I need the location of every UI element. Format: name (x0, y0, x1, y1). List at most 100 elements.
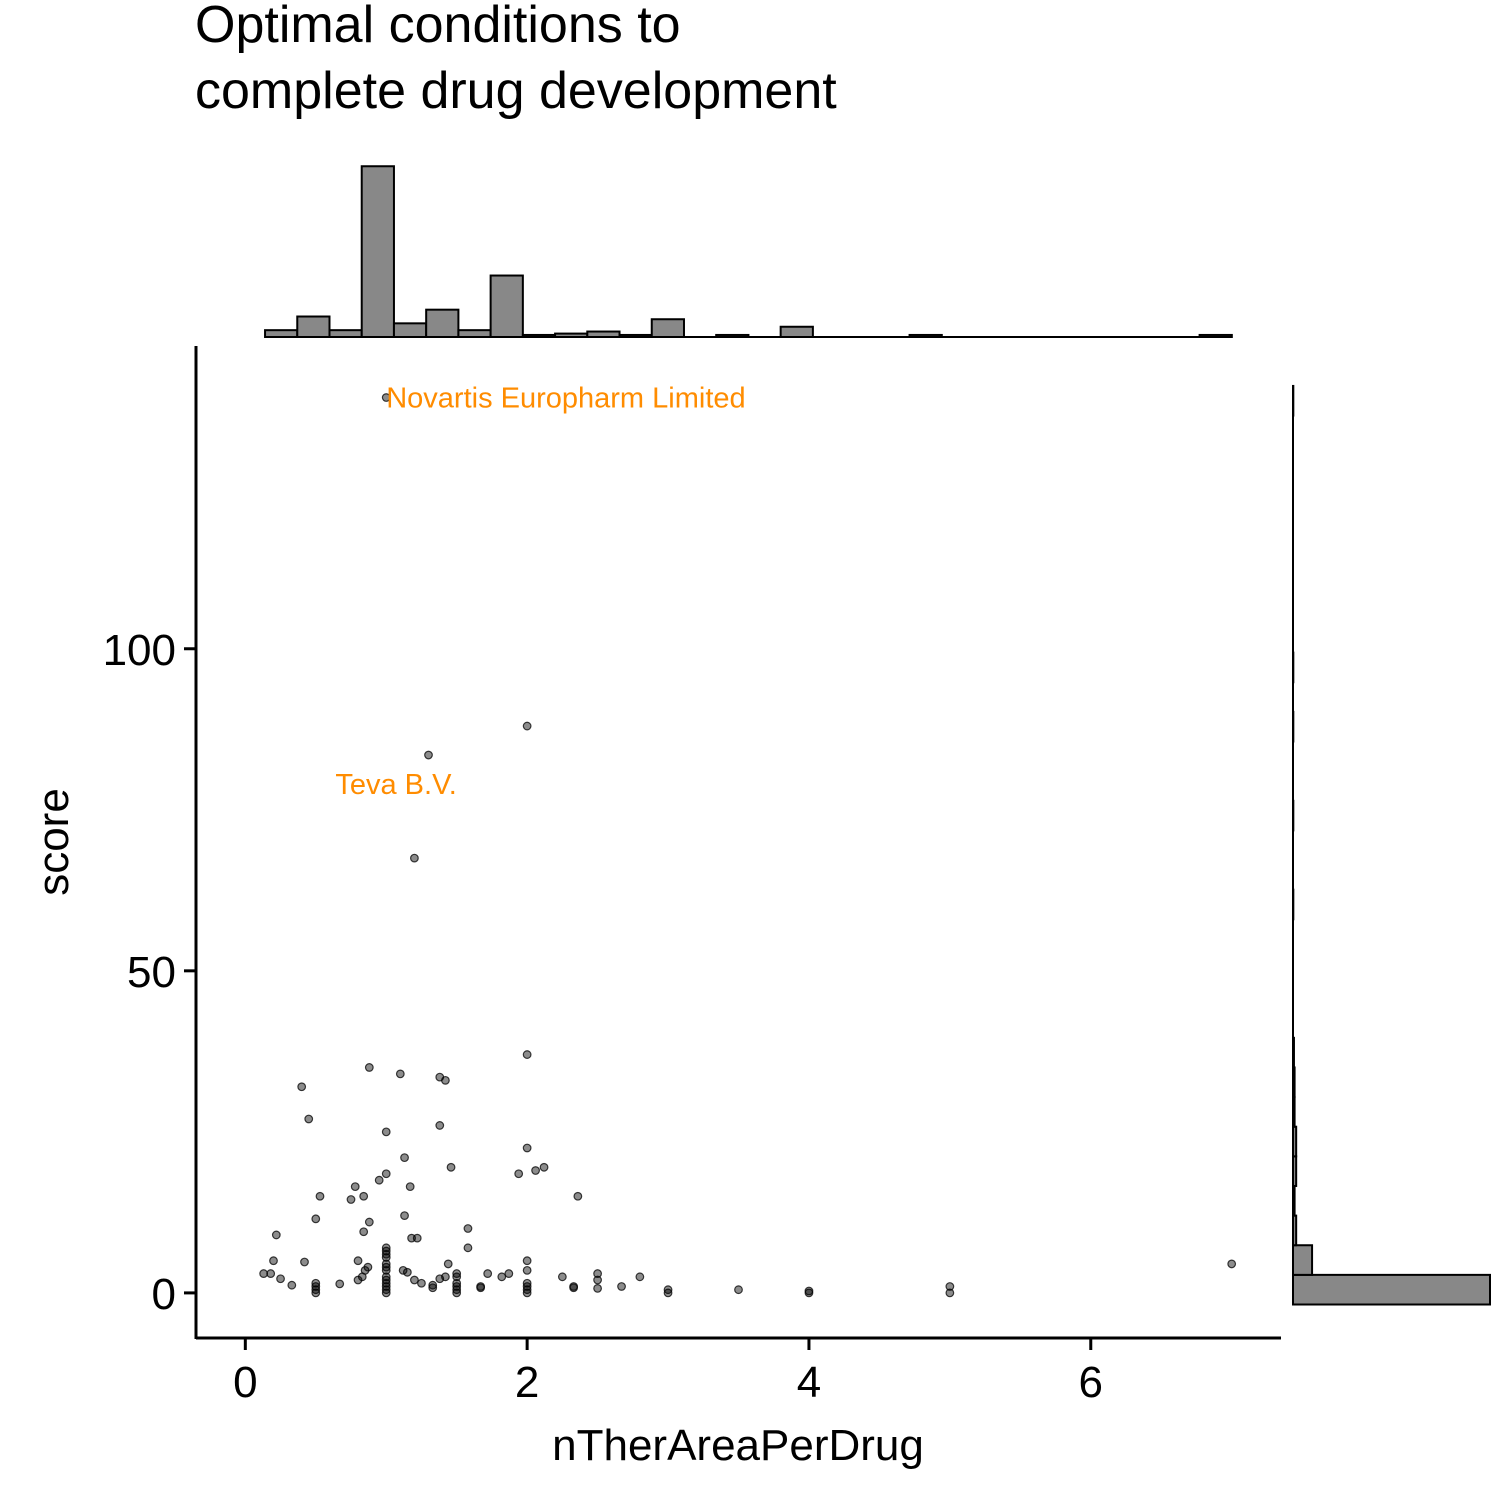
marginal-y-bar (1292, 1125, 1298, 1158)
scatter-point (663, 1288, 673, 1298)
scatter-point (412, 1233, 422, 1243)
scatter-points (259, 393, 1237, 1298)
marginal-x-bar (521, 333, 557, 339)
scatter-point (593, 1269, 602, 1278)
scatter-point (311, 1214, 321, 1224)
marginal-x-bar (1198, 333, 1233, 339)
scatter-point (381, 1169, 391, 1179)
scatter-point (476, 1283, 486, 1293)
scatter-point (359, 1191, 369, 1201)
annotations: Novartis Europharm Limited Teva B.V. (335, 383, 745, 801)
scatter-point (287, 1280, 297, 1290)
marginal-x-bar (554, 332, 589, 338)
scatter-point (569, 1283, 579, 1293)
y-tick-label: 50 (127, 948, 176, 997)
scatter-point (463, 1243, 473, 1253)
y-ticks: 0 50 100 (103, 626, 196, 1319)
scatter-point (350, 1182, 360, 1192)
scatter-point (381, 1288, 391, 1298)
y-tick-label: 0 (152, 1270, 176, 1319)
scatter-point (266, 1269, 276, 1278)
scatter-point (428, 1280, 438, 1290)
marginal-y-bar (1292, 1184, 1296, 1217)
marginal-x-bar (715, 333, 750, 339)
scatter-point (945, 1282, 955, 1291)
marginal-x-bar (457, 329, 492, 338)
scatter-point (359, 1227, 369, 1237)
marginal-x-bar (296, 315, 331, 338)
marginal-x-bar (779, 325, 814, 339)
x-tick-label: 2 (515, 1358, 539, 1407)
scatter-point (410, 1275, 419, 1285)
scatter-point (514, 1169, 524, 1179)
scatter-point (381, 1265, 391, 1275)
scatter-point (400, 1153, 409, 1163)
scatter-point (297, 1082, 307, 1092)
scatter-point (804, 1286, 814, 1296)
marginal-y-bar (1292, 1244, 1314, 1276)
axes: 0 2 4 6 0 50 100 (103, 346, 1281, 1407)
scatter-point (381, 1253, 391, 1262)
x-tick-label: 6 (1079, 1358, 1103, 1407)
scatter-point (405, 1182, 415, 1192)
marginal-x-histogram (264, 165, 1233, 339)
scatter-point (945, 1288, 955, 1298)
scatter-point (346, 1195, 356, 1204)
scatter-point (357, 1272, 367, 1282)
marginal-x-bar (425, 308, 460, 339)
scatter-point (522, 1288, 532, 1298)
marginal-y-bar (1292, 1036, 1295, 1069)
x-tick-label: 4 (797, 1358, 821, 1407)
scatter-point (364, 1063, 374, 1072)
y-axis-label: score (29, 788, 78, 896)
scatter-point (522, 721, 532, 731)
scatter-point (522, 1050, 532, 1059)
x-tick-label: 0 (233, 1358, 257, 1407)
scatter-point (452, 1272, 462, 1282)
marginal-y-bar (1292, 1273, 1491, 1306)
scatter-point (374, 1175, 384, 1185)
scatter-point (400, 1211, 409, 1221)
scatter-point (522, 1265, 532, 1275)
scatter-point (1227, 1259, 1237, 1269)
scatter-point (617, 1282, 626, 1291)
scatter-point (573, 1191, 583, 1201)
marginal-x-bar (618, 333, 653, 339)
marginal-x-bar (264, 329, 299, 338)
scatter-point (463, 1224, 473, 1233)
chart-title-line-1: Optimal conditions to (195, 0, 681, 54)
scatter-point (315, 1191, 325, 1201)
marginal-x-bar (908, 333, 943, 339)
scatter-point (364, 1217, 374, 1227)
scatter-point (452, 1288, 462, 1298)
annotation-label: Teva B.V. (335, 769, 456, 801)
marginal-x-bar (360, 165, 395, 338)
scatter-point (424, 750, 433, 760)
scatter-point (381, 1127, 391, 1137)
marginal-x-bar (489, 274, 524, 338)
marginal-x-bar (650, 318, 685, 339)
annotation-label: Novartis Europharm Limited (386, 383, 745, 415)
scatter-point (522, 1143, 532, 1153)
scatter-point (522, 1256, 532, 1266)
scatter-point (428, 1283, 438, 1293)
scatter-point (497, 1272, 507, 1282)
scatter-point (417, 1278, 426, 1288)
scatter-point (635, 1272, 645, 1282)
scatter-point (504, 1269, 514, 1278)
scatter-point (311, 1288, 321, 1298)
scatter-point (539, 1162, 549, 1172)
scatter-point (381, 393, 391, 402)
scatter-point (304, 1114, 314, 1124)
marginal-y-bar (1292, 1214, 1298, 1247)
scatter-point (483, 1269, 493, 1278)
y-tick-label: 100 (103, 626, 176, 675)
marginal-x-bar (328, 329, 363, 338)
x-ticks: 0 2 4 6 (233, 1338, 1103, 1407)
scatter-point (531, 1166, 540, 1175)
scatter-point (593, 1283, 602, 1293)
chart-title-line-2: complete drug development (195, 62, 837, 120)
scatter-point (271, 1230, 281, 1240)
scatter-point (443, 1259, 453, 1269)
